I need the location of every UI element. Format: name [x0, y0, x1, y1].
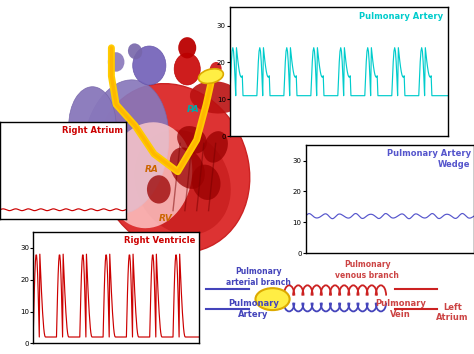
Text: Right Atrium: Right Atrium	[62, 126, 123, 135]
Text: PA: PA	[187, 104, 200, 114]
Ellipse shape	[255, 288, 290, 310]
Ellipse shape	[96, 84, 250, 253]
Text: Left
Atrium: Left Atrium	[437, 303, 469, 322]
Ellipse shape	[174, 53, 200, 85]
Ellipse shape	[178, 37, 196, 58]
Ellipse shape	[106, 122, 192, 228]
Ellipse shape	[133, 46, 166, 85]
Ellipse shape	[128, 44, 142, 59]
Ellipse shape	[190, 81, 241, 114]
Ellipse shape	[199, 69, 223, 84]
Text: Pulmonary
arterial branch: Pulmonary arterial branch	[226, 267, 291, 287]
Text: Pulmonary Artery: Pulmonary Artery	[359, 12, 444, 21]
Text: RA: RA	[145, 165, 158, 174]
Text: Pulmonary
Vein: Pulmonary Vein	[375, 299, 426, 319]
Text: RV: RV	[159, 214, 173, 223]
Ellipse shape	[170, 147, 205, 189]
Ellipse shape	[82, 80, 169, 214]
Text: Pulmonary
venous branch: Pulmonary venous branch	[336, 260, 399, 280]
Ellipse shape	[210, 62, 222, 76]
Ellipse shape	[147, 175, 171, 204]
Ellipse shape	[69, 87, 116, 165]
Ellipse shape	[108, 52, 124, 72]
Ellipse shape	[134, 130, 231, 235]
Text: Pulmonary
Artery: Pulmonary Artery	[228, 299, 279, 319]
Ellipse shape	[177, 126, 207, 154]
Text: Pulmonary Artery
Wedge: Pulmonary Artery Wedge	[386, 149, 471, 169]
Ellipse shape	[192, 165, 220, 200]
Text: Right Ventricle: Right Ventricle	[124, 236, 196, 245]
Ellipse shape	[203, 131, 228, 163]
